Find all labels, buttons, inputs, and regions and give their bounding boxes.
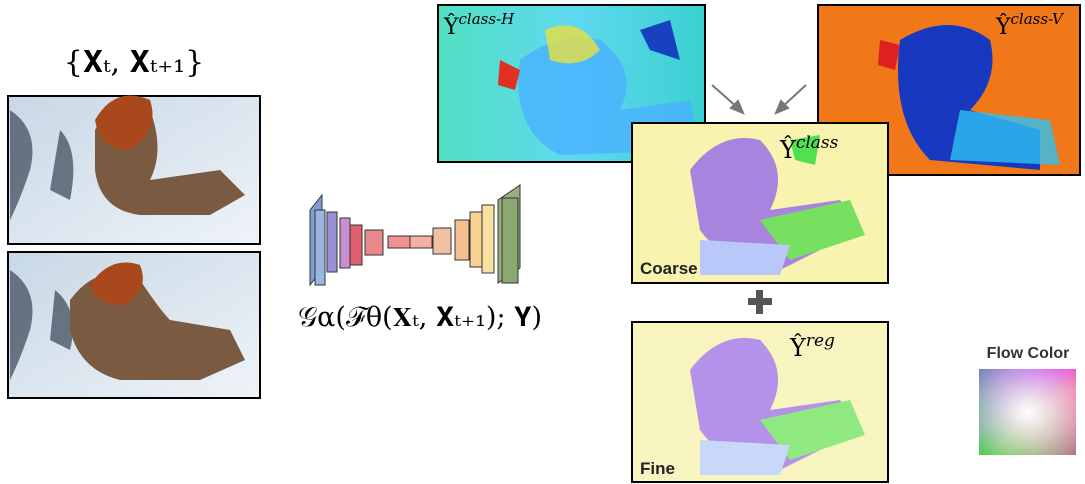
frame-t <box>8 96 260 245</box>
legend-title: Flow Color <box>987 345 1070 362</box>
network-label: 𝒢α(ℱθ(𝐗ₜ, 𝐗ₜ₊₁); 𝐘) <box>298 302 542 333</box>
network <box>310 185 520 285</box>
arrows <box>712 85 806 113</box>
coarse-caption: Coarse <box>640 259 698 278</box>
plus-sign <box>748 290 772 314</box>
figure: {𝐗ₜ, 𝐗ₜ₊₁} 𝒢α(ℱθ(𝐗ₜ, 𝐗ₜ₊₁); 𝐘) Ŷclass-H … <box>0 0 1085 484</box>
flow-color-wheel <box>979 369 1076 455</box>
fine-caption: Fine <box>640 459 675 478</box>
frame-t1 <box>8 252 260 398</box>
input-label: {𝐗ₜ, 𝐗ₜ₊₁} <box>64 45 204 80</box>
reg-map <box>632 322 888 482</box>
